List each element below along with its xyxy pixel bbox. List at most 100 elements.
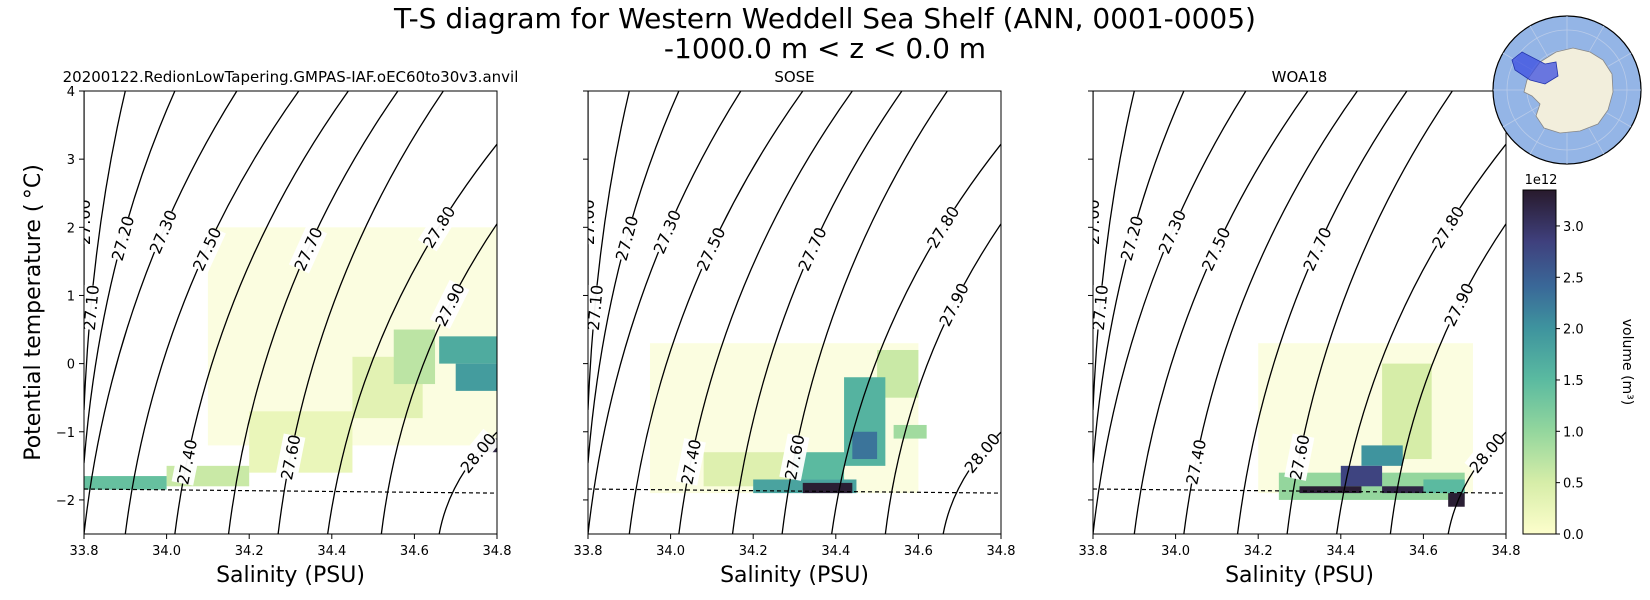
x-tick-label: 34.0 (152, 544, 181, 559)
x-tick-label: 34.6 (1409, 544, 1438, 559)
y-tick-label: 0 (67, 358, 75, 373)
contour-label: 27.00 (1084, 199, 1103, 245)
density-contour (1389, 223, 1506, 534)
density-contour (831, 143, 1001, 534)
volume-cell (1423, 479, 1465, 494)
density-contour (884, 223, 1001, 534)
y-tick-label: −2 (56, 494, 75, 509)
colorbar-multiplier: 1e12 (1525, 173, 1558, 188)
axes-frame (587, 90, 1002, 535)
x-tick-label: 34.4 (317, 544, 346, 559)
colorbar-tick-label: 0.0 (1563, 528, 1584, 543)
contour-label: 27.70 (1299, 224, 1335, 274)
panel-title: WOA18 (1272, 68, 1328, 86)
density-contour (124, 91, 300, 534)
density-contour (1093, 91, 1247, 534)
contour-label: 27.80 (1428, 203, 1468, 252)
volume-cell (84, 476, 167, 490)
x-tick-label: 34.8 (987, 544, 1016, 559)
y-tick-label: 1 (67, 289, 75, 304)
x-tick-label: 34.4 (821, 544, 850, 559)
colorbar-label: volume (m³) (1619, 319, 1635, 406)
y-tick-label: 4 (67, 85, 75, 100)
density-contour (588, 91, 630, 410)
contour-label: 27.90 (935, 280, 972, 329)
density-contour (628, 91, 804, 534)
x-tick-label: 34.0 (656, 544, 685, 559)
contour-label: 27.80 (923, 203, 963, 252)
x-tick-label: 34.2 (739, 544, 768, 559)
figure-title-line1: T-S diagram for Western Weddell Sea Shel… (394, 2, 1256, 35)
density-contour (380, 223, 497, 534)
x-tick-label: 34.4 (1326, 544, 1355, 559)
density-contour (1336, 143, 1506, 534)
x-tick-label: 34.0 (1161, 544, 1190, 559)
density-contour (588, 91, 742, 534)
contour-label: 27.40 (1182, 438, 1210, 487)
contour-label: 27.10 (80, 284, 103, 331)
contour-label: 27.50 (693, 224, 729, 274)
x-tick-label: 34.2 (1244, 544, 1273, 559)
colorbar-tick-label: 1.0 (1563, 425, 1584, 440)
density-contour (588, 91, 680, 464)
contour-label: 27.10 (584, 284, 607, 331)
density-contour (1093, 91, 1135, 410)
density-contour (227, 91, 399, 534)
density-contour (327, 143, 497, 534)
x-tick-label: 33.8 (574, 544, 603, 559)
density-contour (1133, 91, 1309, 534)
contour-label: 27.50 (1198, 224, 1234, 274)
freezing-line (588, 488, 1001, 494)
contour-label: 27.00 (579, 199, 598, 245)
freezing-line (84, 488, 497, 494)
region-highlight (1511, 51, 1559, 85)
volume-cell (439, 336, 497, 364)
volume-cell (1299, 486, 1362, 494)
axes-frame (1092, 90, 1507, 535)
volume-cell (893, 424, 927, 439)
x-tick-label: 34.8 (483, 544, 512, 559)
freezing-line (1093, 488, 1506, 494)
x-tick-label: 33.8 (1079, 544, 1108, 559)
x-tick-label: 34.6 (400, 544, 429, 559)
colorbar-tick-label: 3.0 (1563, 220, 1584, 235)
colorbar-tick-label: 2.5 (1563, 271, 1584, 286)
volume-cell (393, 329, 436, 385)
volume-cell (852, 431, 878, 460)
density-contour (84, 91, 238, 534)
x-axis-label: Salinity (PSU) (720, 563, 869, 588)
contour-label: 27.70 (794, 224, 830, 274)
contour-label: 27.10 (1089, 284, 1112, 331)
volume-cell (1361, 445, 1403, 466)
contour-label: 27.90 (1440, 280, 1477, 329)
colorbar-tick-label: 0.5 (1563, 477, 1584, 492)
density-contour (1236, 91, 1408, 534)
volume-cell (1448, 493, 1465, 507)
x-tick-label: 33.8 (70, 544, 99, 559)
volume-cell (802, 482, 853, 494)
panel-title: 20200122.RedionLowTapering.GMPAS-IAF.oEC… (63, 68, 519, 86)
x-axis-label: Salinity (PSU) (216, 563, 365, 588)
figure-title-line2: -1000.0 m < z < 0.0 m (663, 32, 987, 65)
axes-frame (83, 90, 498, 535)
x-tick-label: 34.6 (904, 544, 933, 559)
x-tick-label: 34.8 (1492, 544, 1521, 559)
y-axis-label: Potential temperature ( °C) (21, 164, 46, 461)
colorbar-tick-label: 2.0 (1563, 323, 1584, 338)
y-tick-label: 3 (67, 153, 75, 168)
contour-label: 27.00 (75, 199, 94, 245)
density-contour (731, 91, 903, 534)
colorbar-tick-label: 1.5 (1563, 374, 1584, 389)
volume-cell (1340, 465, 1383, 487)
colorbar (1522, 189, 1557, 535)
x-tick-label: 34.2 (235, 544, 264, 559)
density-contour (84, 91, 176, 464)
density-contour (84, 91, 126, 410)
